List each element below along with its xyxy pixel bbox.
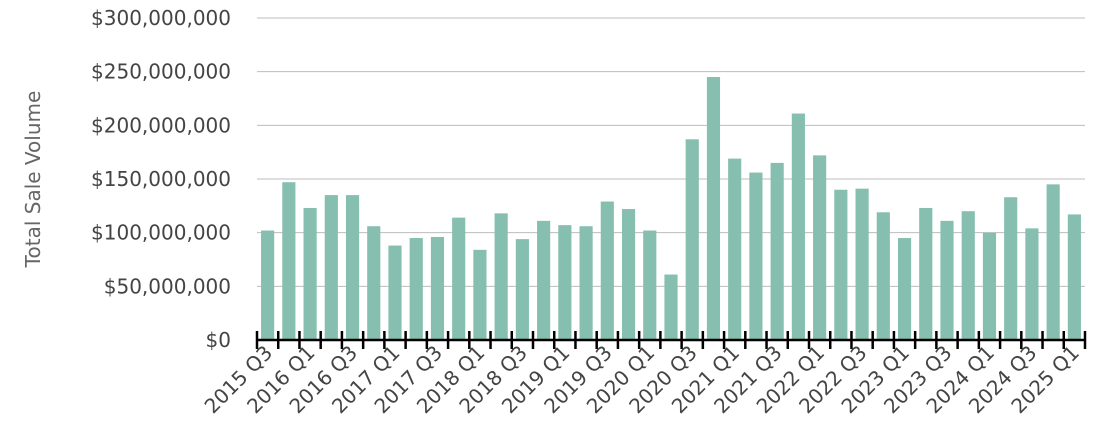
bar [897,238,912,340]
bar [961,211,975,340]
x-axis [255,331,1087,349]
bar [1067,214,1081,340]
bar [749,172,763,340]
bar [494,213,508,340]
y-axis-label: Total Sale Volume [21,91,45,269]
bar [282,182,296,340]
bar [982,232,997,340]
bar [579,226,593,340]
y-tick-label: $250,000,000 [91,60,231,84]
bar [855,188,869,340]
bar [409,238,423,340]
bar [813,155,827,340]
bar [1004,197,1018,340]
bar [1046,184,1060,340]
bar [303,207,317,340]
bar [1025,228,1039,340]
y-tick-label: $100,000,000 [91,221,231,245]
bar [261,230,275,340]
bar [345,195,360,340]
bar [664,274,678,340]
bar [600,201,614,340]
bar [452,217,466,340]
bar [876,212,890,340]
bar [515,239,529,340]
y-tick-label: $200,000,000 [91,113,231,137]
bars [261,77,1081,341]
bar [324,195,338,340]
y-tick-label: $150,000,000 [91,167,231,191]
bar [919,207,933,340]
gridlines [257,17,1085,287]
bar [558,225,572,340]
bar [473,249,487,340]
bar [388,245,402,340]
bar [706,77,721,341]
bar [834,189,848,340]
y-tick-label: $0 [206,328,231,352]
bar [728,158,742,340]
bar [940,220,954,340]
y-tick-label: $300,000,000 [91,6,231,30]
y-tick-label: $50,000,000 [104,274,231,298]
y-tick-labels: $0 $50,000,000 $100,000,000 $150,000,000 $20… [91,6,231,352]
bar [643,230,657,340]
bar [430,236,445,340]
bar [685,139,699,340]
bar [770,162,784,340]
bar [537,220,551,340]
bar [791,113,805,340]
bar [367,226,381,340]
bar [621,209,636,340]
